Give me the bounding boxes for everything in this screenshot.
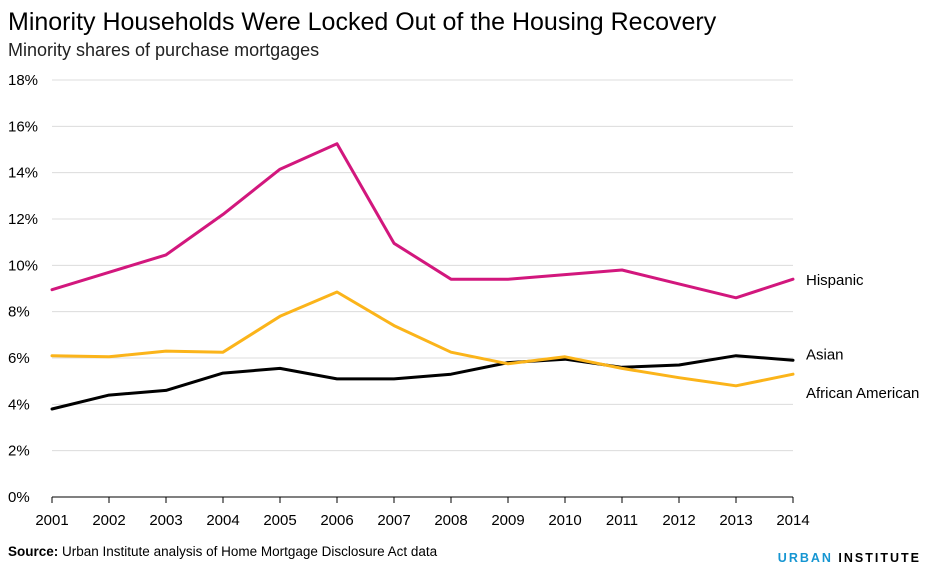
series-lines	[50, 142, 795, 411]
axes: 0% 2% 4% 6% 8% 10% 12% 14% 16% 18% 2001 2002 2003 200…	[8, 72, 810, 529]
y-tick-label: 8%	[8, 304, 30, 321]
y-tick-label: 12%	[8, 211, 38, 228]
y-tick-label: 10%	[8, 257, 38, 274]
x-tick-label: 2011	[606, 512, 638, 529]
chart-title: Minority Households Were Locked Out of t…	[8, 8, 717, 36]
series-labels: Hispanic Asian African American	[806, 272, 919, 402]
y-tick-label: 4%	[8, 396, 30, 413]
x-tick-label: 2009	[491, 512, 524, 529]
x-tick-label: 2010	[548, 512, 581, 529]
y-tick-label: 14%	[8, 165, 38, 182]
series-label-hispanic: Hispanic	[806, 272, 864, 289]
series-line-asian	[50, 354, 795, 411]
x-tick-label: 2006	[320, 512, 353, 529]
x-tick-label: 2008	[434, 512, 467, 529]
x-tick-label: 2002	[92, 512, 125, 529]
x-tick-label: 2012	[662, 512, 695, 529]
x-tick-label: 2013	[719, 512, 752, 529]
grid-lines	[52, 79, 793, 452]
x-tick-label: 2014	[776, 512, 809, 529]
x-tick-label: 2005	[263, 512, 296, 529]
y-tick-label: 16%	[8, 118, 38, 135]
y-tick-label: 6%	[8, 350, 30, 367]
logo-part-institute: INSTITUTE	[832, 551, 921, 565]
urban-institute-logo: URBAN INSTITUTE	[778, 551, 921, 565]
series-label-asian: Asian	[806, 346, 844, 363]
x-tick-label: 2007	[377, 512, 410, 529]
source-note: Source: Urban Institute analysis of Home…	[8, 544, 437, 559]
series-line-hispanic	[50, 142, 795, 300]
x-tick-label: 2001	[35, 512, 68, 529]
logo-part-urban: URBAN	[777, 551, 833, 565]
series-line-african-american	[50, 290, 795, 388]
x-tick-label: 2004	[206, 512, 239, 529]
series-label-african-american: African American	[806, 385, 919, 402]
x-tick-label: 2003	[149, 512, 182, 529]
source-label: Source:	[8, 544, 59, 559]
source-text: Urban Institute analysis of Home Mortgag…	[58, 544, 438, 559]
y-tick-label: 0%	[8, 489, 30, 506]
y-tick-label: 18%	[8, 72, 38, 89]
chart-subtitle: Minority shares of purchase mortgages	[8, 40, 320, 60]
y-tick-label: 2%	[8, 443, 30, 460]
